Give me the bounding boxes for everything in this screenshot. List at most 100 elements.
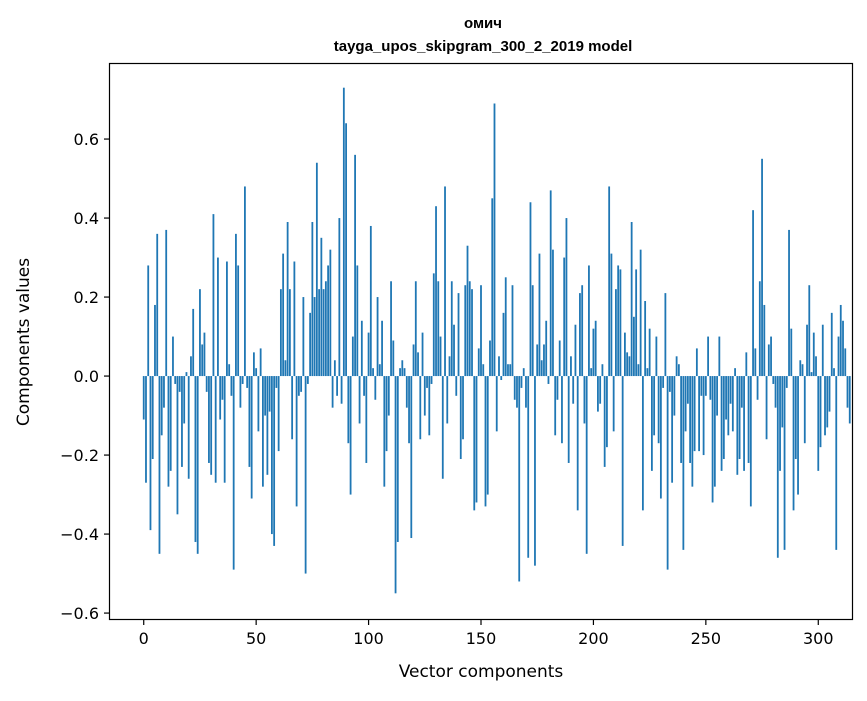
- bar: [713, 376, 716, 487]
- bar: [426, 376, 428, 388]
- bar: [574, 324, 577, 377]
- bar: [435, 206, 437, 377]
- bar: [722, 376, 725, 460]
- bar: [576, 376, 579, 511]
- bar: [536, 344, 539, 377]
- bar: [480, 285, 482, 377]
- bar: [817, 376, 820, 471]
- bar: [365, 376, 368, 463]
- bar: [792, 376, 795, 511]
- bar: [754, 348, 757, 377]
- bar: [579, 293, 581, 377]
- bar: [531, 285, 534, 377]
- bar: [731, 376, 734, 432]
- bar: [223, 376, 226, 483]
- bar: [801, 364, 804, 377]
- y-axis-label: Components values: [14, 258, 34, 426]
- bar: [345, 123, 347, 377]
- bar: [842, 320, 844, 377]
- bar: [788, 229, 790, 377]
- bar: [320, 237, 323, 377]
- bar: [608, 186, 611, 377]
- bar: [704, 376, 707, 396]
- bar: [603, 376, 606, 467]
- bar: [668, 376, 671, 392]
- bar: [819, 376, 822, 448]
- bar: [455, 376, 458, 396]
- bar: [776, 376, 779, 558]
- bar: [513, 376, 516, 400]
- bar: [457, 293, 460, 377]
- bar: [167, 376, 170, 487]
- x-tick-label: 100: [353, 629, 384, 648]
- bar: [154, 304, 156, 377]
- bar: [304, 376, 307, 574]
- bar: [214, 376, 217, 483]
- bar: [507, 364, 509, 377]
- bar: [174, 376, 177, 384]
- bar: [230, 376, 233, 396]
- bar: [504, 277, 507, 377]
- bar: [502, 312, 505, 377]
- bar: [590, 368, 593, 377]
- bar: [666, 376, 669, 570]
- bar: [659, 376, 662, 499]
- bar: [421, 332, 424, 377]
- bar: [203, 332, 206, 377]
- bar: [369, 225, 372, 377]
- bar: [599, 376, 602, 404]
- bar: [601, 364, 604, 377]
- plot-frame: [108, 62, 854, 621]
- bar: [423, 376, 426, 416]
- bar: [716, 376, 718, 416]
- bar: [277, 376, 280, 452]
- bar: [498, 356, 500, 377]
- bar: [284, 360, 287, 377]
- bar: [810, 372, 813, 377]
- bar: [824, 376, 826, 436]
- bar: [255, 368, 258, 377]
- bar: [178, 376, 181, 392]
- x-tick-label: 250: [691, 629, 722, 648]
- bar: [527, 376, 530, 558]
- bar: [172, 336, 174, 377]
- bar: [322, 289, 325, 377]
- bar: [302, 297, 305, 377]
- x-tick-label: 50: [246, 629, 266, 648]
- bar: [471, 289, 473, 377]
- bar: [286, 222, 289, 377]
- bar: [291, 376, 294, 440]
- bar: [250, 376, 253, 499]
- bar: [446, 376, 449, 424]
- x-tick-label: 300: [803, 629, 834, 648]
- bar: [547, 376, 550, 384]
- bar: [662, 376, 665, 388]
- bar: [837, 336, 840, 377]
- bar: [693, 376, 696, 452]
- bar: [410, 376, 413, 539]
- bar: [522, 368, 525, 377]
- bar: [680, 376, 683, 463]
- bar: [520, 376, 523, 388]
- bar: [273, 376, 276, 546]
- bar: [799, 360, 802, 377]
- bar: [145, 376, 147, 483]
- bar: [673, 376, 676, 416]
- y-tick-label: 0.2: [74, 288, 99, 307]
- bar: [702, 376, 705, 456]
- bar: [549, 190, 552, 377]
- bar: [752, 210, 754, 377]
- bar: [812, 332, 815, 377]
- bar: [295, 376, 298, 507]
- x-axis-ticks: 0 50 100 150 200 250 300: [139, 619, 834, 648]
- bar: [185, 372, 188, 377]
- bar: [282, 253, 285, 377]
- x-axis-label: Vector components: [399, 662, 564, 682]
- bar: [493, 103, 496, 377]
- bar: [387, 376, 390, 416]
- bar: [347, 376, 350, 444]
- bar: [151, 376, 154, 460]
- bar: [738, 376, 741, 460]
- bar: [500, 376, 503, 381]
